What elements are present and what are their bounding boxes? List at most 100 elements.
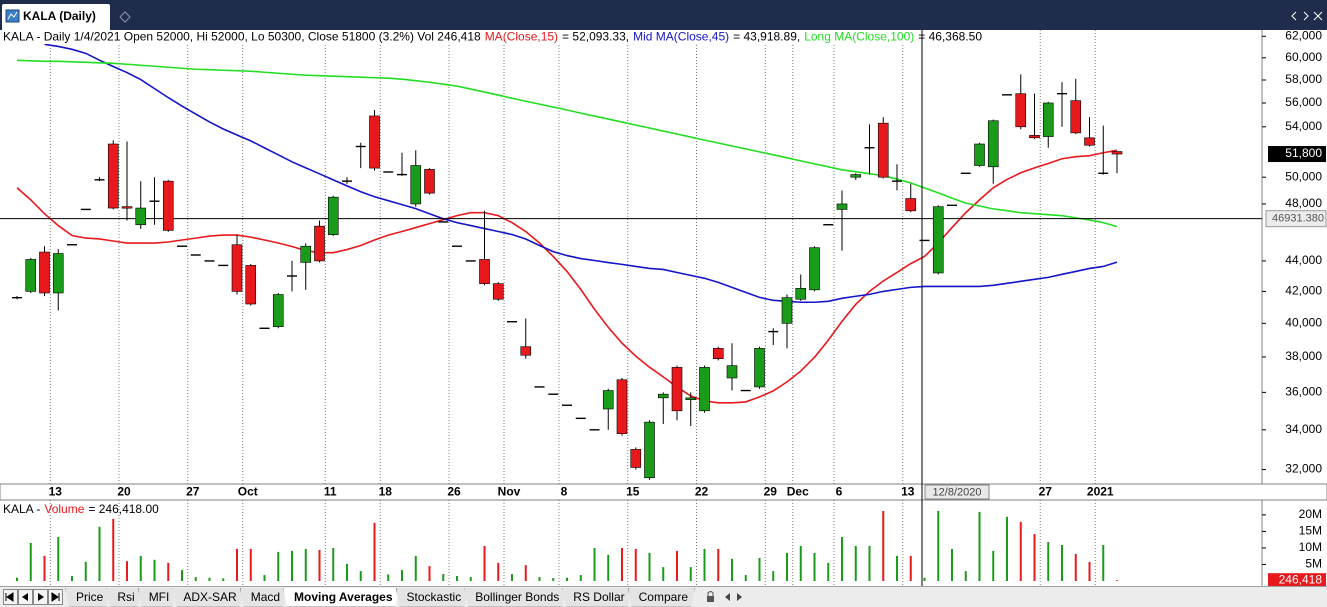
candle-body <box>1111 151 1123 155</box>
candle-body <box>657 393 669 399</box>
candle-body <box>1029 135 1040 139</box>
volume-tick-label: 15M <box>1299 524 1322 538</box>
y-tick-label: 62,000 <box>1285 28 1322 42</box>
legend-name: Mid MA(Close,45) <box>633 30 729 44</box>
y-tick-label: 44,000 <box>1285 253 1322 267</box>
legend-name: Long MA(Close,100) <box>804 30 914 44</box>
y-tick-label: 56,000 <box>1285 95 1322 109</box>
candle-body <box>25 259 37 292</box>
candle-body <box>327 196 339 235</box>
window-tab[interactable] <box>2 4 110 30</box>
new-tab-icon[interactable] <box>119 11 131 23</box>
date-label: 2021 <box>1087 485 1114 499</box>
crosshair-label: 46931.380 <box>1272 213 1324 225</box>
candle-body <box>39 251 50 294</box>
chart-tab[interactable]: RS Dollar <box>562 588 631 607</box>
tab-list: Price Rsi MFI ADX-SAR Macd Moving Averages Sto… <box>69 588 695 607</box>
moving-average-line <box>44 43 1118 304</box>
scroll-right[interactable] <box>1303 11 1309 21</box>
candle-body <box>52 253 64 294</box>
tab-tools[interactable] <box>703 589 753 605</box>
candle-body <box>726 365 738 379</box>
date-label: Nov <box>498 485 521 499</box>
candle-body <box>850 174 862 178</box>
y-tick-label: 34,000 <box>1285 422 1322 436</box>
chart-tab[interactable]: ADX-SAR <box>172 588 243 607</box>
candle-body <box>932 206 944 274</box>
chart-tab[interactable]: Stockastic <box>396 588 469 607</box>
legend-name: MA(Close,15) <box>485 30 558 44</box>
nav-buttons[interactable] <box>3 589 63 605</box>
y-tick-label: 42,000 <box>1285 284 1322 298</box>
chart-tab[interactable]: Compare <box>628 588 695 607</box>
y-tick-label: 58,000 <box>1285 72 1322 86</box>
volume-name: Volume <box>44 502 84 516</box>
candle-body <box>1070 100 1082 134</box>
candle-body <box>410 165 422 205</box>
date-label: Dec <box>787 485 809 499</box>
chart-tab[interactable]: Moving Averages <box>283 588 399 607</box>
candle-body <box>616 379 628 434</box>
chart-background <box>0 30 1327 586</box>
candle-body <box>107 143 119 209</box>
date-label: 27 <box>1039 485 1053 499</box>
date-label: 15 <box>626 485 640 499</box>
date-label: Oct <box>238 485 258 499</box>
candle-body <box>492 283 504 300</box>
info-text: KALA - Daily 1/4/2021 Open 52000, Hi 520… <box>3 30 481 44</box>
info-line: KALA - Daily 1/4/2021 Open 52000, Hi 520… <box>3 30 982 44</box>
date-label: 26 <box>447 485 461 499</box>
last-price-label: 51,800 <box>1285 146 1322 160</box>
y-tick-label: 48,000 <box>1285 196 1322 210</box>
candle-body <box>1084 137 1095 146</box>
candle-body <box>877 122 889 178</box>
close-button[interactable] <box>1313 11 1323 21</box>
candle-body <box>520 346 532 356</box>
candle-body <box>987 120 999 168</box>
volume-tick-label: 20M <box>1299 507 1322 521</box>
crosshair-date-box <box>924 484 990 500</box>
y-tick-label: 36,000 <box>1285 385 1322 399</box>
candle-body <box>162 180 174 231</box>
tab-icon-line <box>7 11 18 20</box>
tab-navigation <box>3 589 63 605</box>
candle-body <box>300 245 312 263</box>
plot-layer: 13 20 27 Oct 11 18 26 Nov 8 15 22 29 Dec 6 13 27 2021 32,… <box>0 28 1327 586</box>
volume-prefix: KALA - <box>3 502 40 516</box>
y-tick-label: 38,000 <box>1285 349 1322 363</box>
y-tick-label: 40,000 <box>1285 316 1322 330</box>
date-label: 6 <box>836 485 843 499</box>
candle-body <box>1015 93 1027 128</box>
candle-body <box>712 348 724 359</box>
y-tick-label: 50,000 <box>1285 169 1322 183</box>
window-tab-label[interactable]: KALA (Daily) <box>23 9 96 23</box>
candle-body <box>795 287 807 300</box>
candle-body <box>369 115 380 169</box>
candle-body <box>272 294 284 327</box>
title-bar <box>0 0 1327 30</box>
candle-body <box>602 390 614 410</box>
date-label: 13 <box>49 485 63 499</box>
date-strip <box>0 483 1327 501</box>
candle-body <box>836 203 848 210</box>
crosshair-tag <box>1265 210 1327 228</box>
date-label: 8 <box>561 485 568 499</box>
chart-tab[interactable]: Macd <box>240 588 287 607</box>
chart-tab[interactable]: Price <box>65 588 110 607</box>
legend-value: = 43,918.89, <box>733 30 800 44</box>
date-label: 13 <box>901 485 915 499</box>
legend-value: = 46,368.50 <box>918 30 982 44</box>
chart-tab[interactable]: Bollinger Bonds <box>464 588 566 607</box>
moving-average-line <box>16 59 1118 228</box>
date-label: 18 <box>379 485 393 499</box>
y-tick-label: 32,000 <box>1285 462 1322 476</box>
scroll-left[interactable] <box>1291 11 1297 21</box>
date-label: 20 <box>117 485 131 499</box>
volume-tick-label: 5M <box>1305 557 1322 571</box>
candle-body <box>905 198 917 212</box>
chart-tab[interactable]: MFI <box>138 588 177 607</box>
chart-tab[interactable]: Rsi <box>106 588 141 607</box>
last-price-tag <box>1268 146 1326 163</box>
info-background <box>0 30 1000 44</box>
